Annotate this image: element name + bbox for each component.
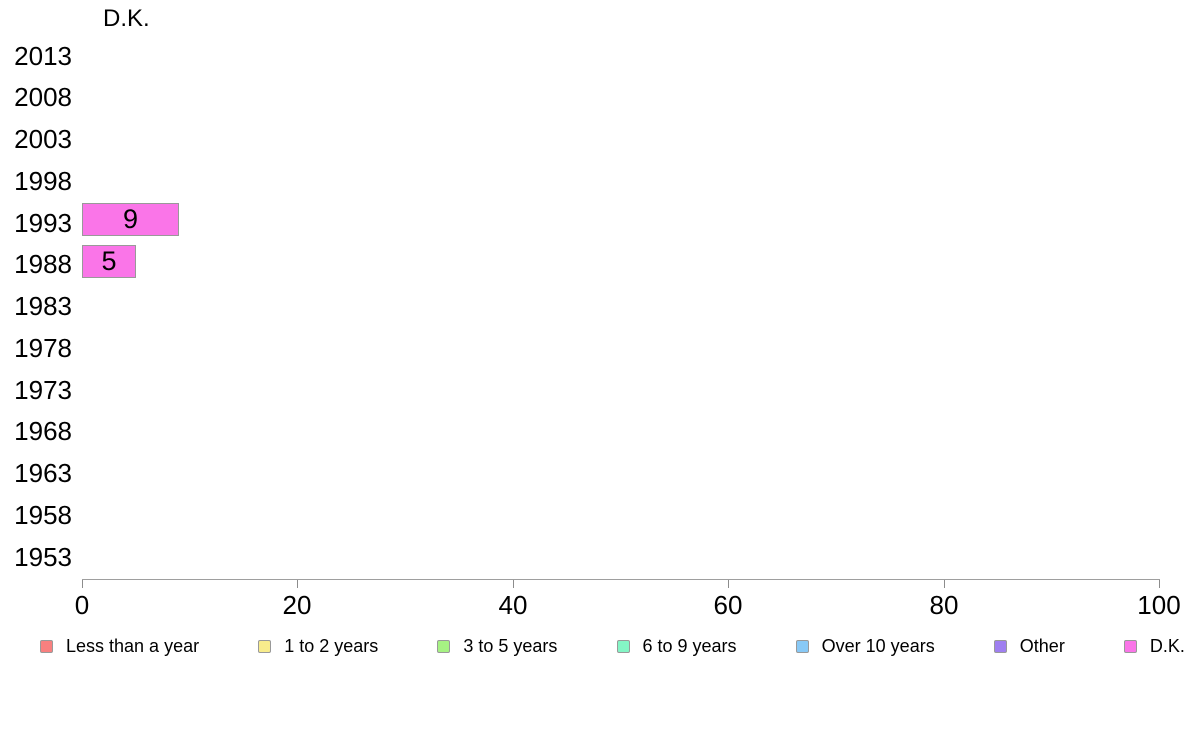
y-axis-label: 2008 bbox=[14, 82, 72, 113]
legend-label: Other bbox=[1019, 635, 1065, 656]
legend-item: 6 to 9 years bbox=[616, 635, 737, 657]
legend-swatch-icon bbox=[40, 639, 53, 653]
bar: 9 bbox=[82, 203, 179, 236]
y-axis-label: 1983 bbox=[14, 291, 72, 321]
x-axis-tick bbox=[728, 580, 729, 588]
legend-swatch-icon bbox=[258, 639, 272, 653]
x-axis-tick bbox=[944, 580, 945, 588]
x-axis-tick-label: 80 bbox=[929, 590, 959, 620]
x-axis-tick bbox=[1159, 580, 1160, 588]
bar-value-label: 9 bbox=[122, 204, 139, 234]
y-axis-label: 1953 bbox=[14, 541, 72, 572]
legend: Less than a year 1 to 2 years 3 to 5 years… bbox=[40, 634, 1185, 658]
legend-swatch-icon bbox=[993, 639, 1007, 653]
legend-swatch-icon bbox=[437, 639, 451, 653]
y-axis-label: 1958 bbox=[14, 499, 72, 530]
y-axis-label: 1988 bbox=[14, 249, 72, 280]
y-axis-label: 1963 bbox=[14, 458, 72, 488]
y-axis-label: 1993 bbox=[14, 207, 72, 238]
legend-item: D.K. bbox=[1123, 635, 1185, 657]
y-axis-label: 1973 bbox=[14, 374, 72, 405]
legend-label: Over 10 years bbox=[821, 635, 935, 656]
y-axis-label: 2003 bbox=[14, 124, 72, 154]
x-axis-tick-label: 40 bbox=[498, 590, 528, 620]
x-axis-tick-label: 20 bbox=[282, 590, 312, 620]
legend-label: D.K. bbox=[1149, 635, 1185, 656]
x-axis-tick bbox=[297, 580, 298, 588]
x-axis-tick bbox=[82, 580, 83, 588]
x-axis-tick-label: 0 bbox=[74, 590, 90, 620]
y-axis-label: 1978 bbox=[14, 332, 72, 363]
legend-item: Other bbox=[993, 635, 1065, 657]
bar: 5 bbox=[82, 244, 136, 278]
x-axis-tick bbox=[513, 580, 514, 588]
x-axis-tick-label: 60 bbox=[713, 590, 743, 620]
bar-value-label: 5 bbox=[101, 245, 117, 276]
legend-item: Less than a year bbox=[40, 636, 199, 657]
legend-label: 1 to 2 years bbox=[284, 635, 379, 656]
x-axis-line bbox=[82, 579, 1160, 580]
legend-swatch-icon bbox=[616, 639, 630, 653]
y-axis-label: 1998 bbox=[14, 165, 72, 196]
legend-item: 3 to 5 years bbox=[437, 636, 557, 657]
legend-item: 1 to 2 years bbox=[258, 636, 378, 657]
x-axis-tick-label: 100 bbox=[1137, 590, 1181, 620]
legend-item: Over 10 years bbox=[795, 635, 935, 657]
y-axis-label: 1968 bbox=[14, 416, 72, 447]
chart-title: D.K. bbox=[103, 5, 150, 32]
legend-swatch-icon bbox=[795, 639, 809, 653]
legend-label: 6 to 9 years bbox=[642, 635, 737, 656]
y-axis-label: 2013 bbox=[14, 40, 72, 71]
legend-swatch-icon bbox=[1123, 639, 1137, 653]
legend-label: 3 to 5 years bbox=[463, 635, 558, 656]
legend-label: Less than a year bbox=[66, 635, 200, 656]
